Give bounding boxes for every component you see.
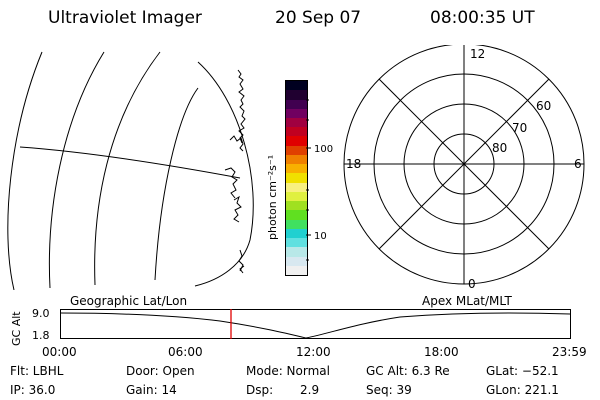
gc-alt-info: GC Alt: 6.3 Re xyxy=(366,364,450,378)
mlat-label-70: 70 xyxy=(512,121,527,135)
geographic-map xyxy=(7,51,254,290)
time-tick-1800: 18:00 xyxy=(424,345,459,359)
colorbar-swatch xyxy=(286,238,307,248)
timeline-left-label: Geographic Lat/Lon xyxy=(70,294,188,308)
observation-time: 08:00:35 UT xyxy=(430,8,535,28)
colorbar-tick-10: 10 xyxy=(314,231,327,242)
door-status: Door: Open xyxy=(126,364,195,378)
dsp-label: Dsp: xyxy=(246,383,274,397)
time-tick-1200: 12:00 xyxy=(296,345,331,359)
mlt-label-0: 0 xyxy=(468,277,476,291)
colorbar-unit-label: photon cm⁻²s⁻¹ xyxy=(266,154,279,240)
earth-limb xyxy=(194,61,254,287)
colorbar-swatch xyxy=(286,145,307,155)
geo-longitude: GLon: 221.1 xyxy=(486,383,559,397)
colorbar-swatch xyxy=(286,201,307,211)
sequence-info: Seq: 39 xyxy=(366,383,412,397)
time-tick-0600: 06:00 xyxy=(168,345,203,359)
mode-info: Mode: Normal xyxy=(246,364,330,378)
longitude-line xyxy=(7,51,43,290)
colorbar-swatch xyxy=(286,247,307,257)
time-tick-2359: 23:59 xyxy=(552,345,587,359)
app-title: Ultraviolet Imager xyxy=(48,8,202,28)
colorbar-swatch xyxy=(286,99,307,109)
colorbar-swatch xyxy=(286,265,307,275)
polar-mlt-plot: 12 0 18 6 60 70 80 xyxy=(343,45,585,291)
timeline-y-tick-max: 9.0 xyxy=(32,307,50,320)
colorbar-swatch xyxy=(286,173,307,183)
colorbar-swatch xyxy=(286,154,307,165)
colorbar-swatch xyxy=(286,127,307,137)
timeline-y-tick-min: 1.8 xyxy=(32,329,50,342)
colorbar-swatch xyxy=(286,118,307,128)
ip-info: IP: 36.0 xyxy=(10,383,56,397)
colorbar-swatch xyxy=(286,90,307,100)
geo-latitude: GLat: −52.1 xyxy=(486,364,559,378)
colorbar-swatch xyxy=(286,228,307,239)
colorbar-swatch xyxy=(286,210,307,220)
longitude-line xyxy=(94,51,161,286)
colorbar-swatch xyxy=(286,182,307,192)
observation-date: 20 Sep 07 xyxy=(275,8,362,28)
longitude-line xyxy=(48,51,105,289)
colorbar-swatch xyxy=(286,136,307,146)
latitude-line xyxy=(19,146,241,179)
gain-info: Gain: 14 xyxy=(126,383,177,397)
colorbar-tick-100: 100 xyxy=(314,144,333,155)
altitude-timeline xyxy=(60,309,571,339)
colorbar-swatch xyxy=(286,219,307,229)
colorbar-swatch xyxy=(286,256,307,266)
dsp-value: 2.9 xyxy=(300,383,320,397)
colorbar-swatch xyxy=(286,191,307,202)
mlat-label-60: 60 xyxy=(536,99,551,113)
colorbar-swatch xyxy=(286,164,307,174)
colorbar-swatch xyxy=(286,81,307,91)
mlat-label-80: 80 xyxy=(492,141,507,155)
timeline-right-label: Apex MLat/MLT xyxy=(422,294,512,308)
mlt-label-12: 12 xyxy=(470,47,485,61)
mlt-label-6: 6 xyxy=(574,157,582,171)
colorbar-swatch xyxy=(286,108,307,119)
altitude-curve xyxy=(60,312,571,339)
color-scale-ticks: 100 10 xyxy=(306,99,333,261)
color-scale-bar xyxy=(285,80,308,276)
filter-info: Flt: LBHL xyxy=(10,364,64,378)
mlt-label-18: 18 xyxy=(346,157,361,171)
coastline xyxy=(224,69,246,274)
time-tick-0000: 00:00 xyxy=(42,345,77,359)
longitude-line xyxy=(154,87,199,281)
timeline-y-axis-label: GC Alt xyxy=(10,311,23,346)
